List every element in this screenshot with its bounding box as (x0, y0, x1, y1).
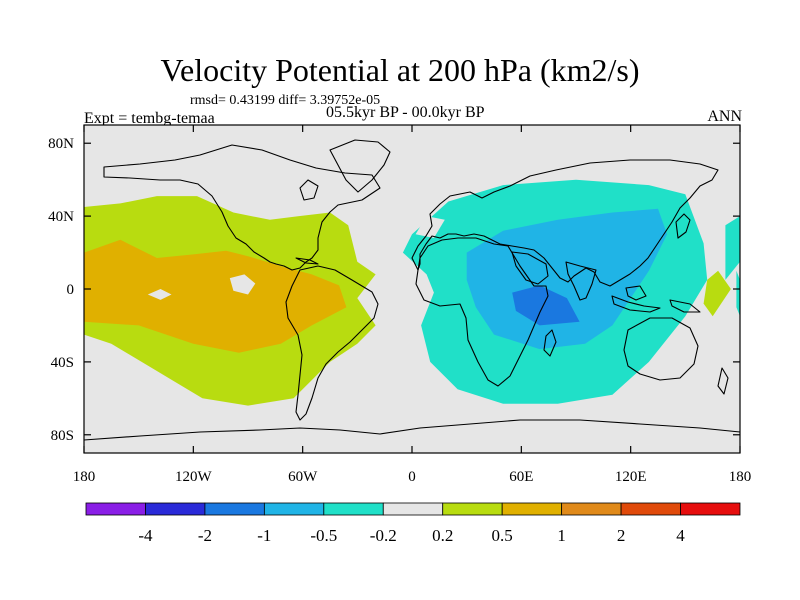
coast-north-america (103, 144, 381, 271)
colorbar-box-10 (680, 502, 741, 516)
coast-hudson (299, 179, 319, 201)
colorbar-box-4 (323, 502, 384, 516)
colorbar-box-1 (145, 502, 206, 516)
experiment-label: Expt = tembg-temaa (84, 110, 215, 127)
coastlines (84, 139, 740, 441)
y-tick-label-4: 80S (51, 428, 74, 444)
coast-eurasia (411, 159, 719, 287)
coast-south-america (285, 265, 379, 421)
contour-region-8 (415, 216, 445, 238)
colorbar-label-3: -0.5 (310, 526, 337, 545)
x-tick-label-1: 120W (175, 469, 213, 485)
x-tick-label-6: 180 (729, 469, 752, 485)
colorbar-label-1: -2 (198, 526, 212, 545)
contour-region-9 (736, 270, 740, 317)
colorbar-label-5: 0.2 (432, 526, 453, 545)
colorbar-box-7 (501, 502, 563, 516)
coast-madagascar (543, 329, 557, 357)
colorbar-box-9 (620, 502, 681, 516)
y-tick-label-0: 80N (48, 136, 74, 152)
x-tick-label-5: 120E (615, 469, 647, 485)
x-tick-label-0: 180 (73, 469, 96, 485)
x-tick-label-3: 0 (408, 469, 416, 485)
colorbar-label-7: 1 (557, 526, 566, 545)
colorbar-label-4: -0.2 (370, 526, 397, 545)
x-tick-label-2: 60W (288, 469, 318, 485)
contour-region-4 (401, 285, 416, 293)
contour-region-7 (512, 285, 580, 326)
colorbar: -4 -2 -1 -0.5 -0.2 0.2 0.5 1 2 4 (85, 502, 741, 545)
contour-region-11 (725, 216, 740, 280)
coast-japan (675, 213, 691, 239)
colorbar-box-3 (263, 502, 325, 516)
axes: 180 120W 60W 0 60E 120E 180 80N 40N 0 40S 80S (48, 125, 751, 485)
contour-region-6 (466, 208, 668, 350)
coast-arabia (511, 251, 549, 285)
contour-region-1 (84, 239, 347, 353)
colorbar-label-0: -4 (138, 526, 153, 545)
coast-indonesia (611, 295, 661, 313)
colorbar-box-5 (382, 502, 444, 516)
colorbar-box-0 (85, 502, 146, 516)
contour-region-10 (84, 274, 92, 297)
colorbar-label-2: -1 (257, 526, 271, 545)
x-tick-label-4: 60E (509, 469, 533, 485)
coast-caribbean (295, 257, 319, 265)
colorbar-label-6: 0.5 (492, 526, 513, 545)
contour-region-12 (703, 270, 731, 317)
coast-borneo (625, 285, 647, 301)
coast-africa (415, 237, 549, 387)
coast-australia (623, 317, 699, 381)
colorbar-box-6 (442, 502, 503, 516)
contour-region-2 (147, 289, 172, 300)
coast-new-zealand (717, 367, 729, 395)
y-tick-label-1: 40N (48, 209, 74, 225)
chart-title: Velocity Potential at 200 hPa (km2/s) (160, 52, 640, 88)
colorbar-box-8 (561, 502, 622, 516)
period-label: 05.5kyr BP - 00.0kyr BP (326, 104, 485, 121)
colorbar-box-2 (204, 502, 265, 516)
coast-india (565, 261, 597, 301)
coast-new-guinea (669, 299, 701, 313)
contour-regions (84, 179, 740, 406)
colorbar-label-9: 4 (676, 526, 685, 545)
coast-antarctica (84, 419, 740, 441)
stats-line: rmsd= 0.43199 diff= 3.39752e-05 (190, 93, 381, 108)
season-label: ANN (707, 108, 742, 125)
contour-region-3 (229, 274, 256, 295)
colorbar-label-8: 2 (617, 526, 626, 545)
y-tick-label-2: 0 (67, 282, 75, 298)
y-tick-label-3: 40S (51, 355, 74, 371)
coast-greenland (329, 139, 391, 193)
